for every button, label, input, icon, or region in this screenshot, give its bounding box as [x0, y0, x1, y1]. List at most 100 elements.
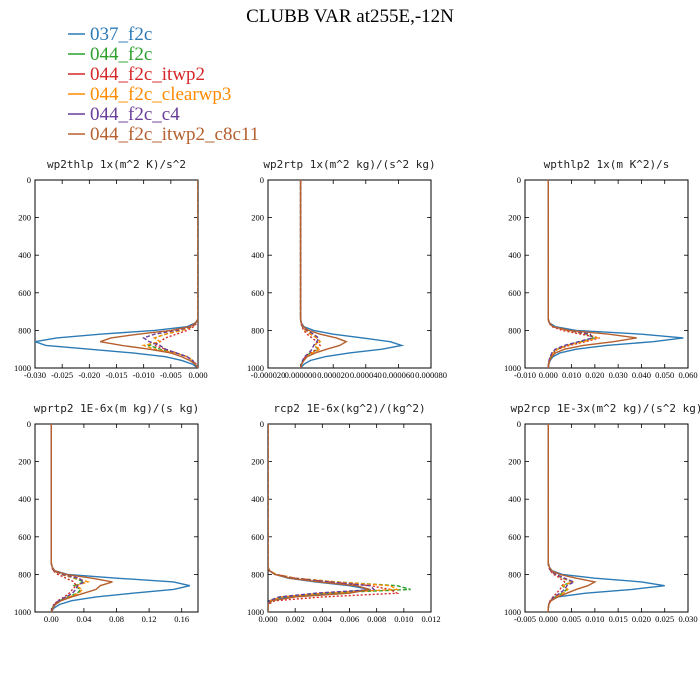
- y-tick-label: 0: [260, 175, 264, 185]
- y-tick-label: 1000: [14, 363, 31, 373]
- x-tick-label: 0.08: [109, 614, 124, 624]
- plot-frame: [267, 179, 432, 369]
- plot-frame: [524, 423, 689, 613]
- x-tick-label: 0.12: [142, 614, 157, 624]
- series-line-037_f2c: [299, 180, 405, 368]
- series-line-044_f2c_c4: [50, 424, 86, 612]
- series-line-044_f2c_clearwp3: [547, 424, 575, 612]
- x-tick-label: -0.030: [24, 370, 46, 380]
- y-tick-label: 1000: [247, 607, 264, 617]
- x-tick-label: 0.16: [174, 614, 189, 624]
- x-tick-label: -0.010: [514, 370, 536, 380]
- y-tick-label: 200: [251, 457, 264, 467]
- y-tick-label: 800: [251, 569, 264, 579]
- y-tick-label: 400: [251, 250, 264, 260]
- x-tick-label: 0.015: [609, 614, 628, 624]
- figure-title: CLUBB VAR at255E,-12N: [246, 6, 454, 27]
- y-tick-label: 200: [251, 213, 264, 223]
- series-line-044_f2c_itwp2_c8c11: [547, 424, 597, 612]
- legend-label: 044_f2c_c4: [90, 104, 180, 125]
- x-tick-label: 0.010: [562, 370, 581, 380]
- chart-panel-5: rcp2 1E-6x(kg^2)/(kg^2) 0 200 400 600 800 1000…: [247, 402, 441, 624]
- series-line-044_f2c: [146, 180, 198, 368]
- y-tick-label: 1000: [14, 607, 31, 617]
- x-tick-label: 0.025: [655, 614, 674, 624]
- x-tick-label: 0.002: [286, 614, 305, 624]
- legend: 037_f2c044_f2c044_f2c_itwp2044_f2c_clear…: [68, 24, 259, 145]
- panel-title: wp2thlp 1x(m^2 K)/s^2: [47, 158, 186, 171]
- y-tick-label: 1000: [247, 363, 264, 373]
- x-tick-label: 0.060: [678, 370, 697, 380]
- y-tick-label: 600: [18, 532, 31, 542]
- x-tick-label: 0.030: [678, 614, 697, 624]
- x-tick-label: -0.025: [51, 370, 73, 380]
- y-tick-label: 800: [18, 569, 31, 579]
- x-tick-label: 0.04: [76, 614, 92, 624]
- x-tick-label: 0.050: [655, 370, 674, 380]
- y-tick-label: 800: [508, 569, 521, 579]
- y-tick-label: 800: [508, 325, 521, 335]
- x-tick-label: 0.000060: [382, 370, 414, 380]
- y-tick-label: 400: [18, 494, 31, 504]
- y-tick-label: 200: [18, 457, 31, 467]
- y-tick-label: 600: [251, 532, 264, 542]
- y-tick-label: 200: [508, 457, 521, 467]
- panel-title: wp2rcp 1E-3x(m^2 kg)/(s^2 kg): [510, 402, 700, 415]
- x-tick-label: 0.012: [421, 614, 440, 624]
- y-tick-label: 400: [508, 250, 521, 260]
- y-tick-label: 600: [251, 288, 264, 298]
- series-line-044_f2c_clearwp3: [141, 180, 198, 368]
- x-tick-label: 0.006: [340, 614, 359, 624]
- x-tick-label: 0.005: [562, 614, 581, 624]
- plot-frame: [524, 179, 689, 369]
- x-tick-label: 0.020: [632, 614, 651, 624]
- series-line-044_f2c_itwp2_c8c11: [99, 180, 198, 368]
- y-tick-label: 600: [508, 288, 521, 298]
- series-line-044_f2c_itwp2: [50, 424, 77, 612]
- x-tick-label: -0.020: [78, 370, 100, 380]
- x-tick-label: 0.000: [539, 614, 558, 624]
- x-tick-label: 0.004: [313, 614, 333, 624]
- x-tick-label: -0.005: [514, 614, 536, 624]
- x-tick-label: 0.020: [585, 370, 604, 380]
- y-tick-label: 400: [18, 250, 31, 260]
- y-tick-label: 400: [508, 494, 521, 504]
- y-tick-label: 0: [517, 419, 521, 429]
- x-tick-label: 0.000: [258, 614, 277, 624]
- series-line-037_f2c: [547, 180, 684, 368]
- y-tick-label: 0: [260, 419, 264, 429]
- y-tick-label: 1000: [504, 607, 521, 617]
- series-line-044_f2c_c4: [547, 424, 576, 612]
- chart-panel-6: wp2rcp 1E-3x(m^2 kg)/(s^2 kg) 0 200 400 600 8…: [504, 402, 700, 624]
- series-line-044_f2c_c4: [142, 180, 198, 368]
- y-tick-label: 800: [18, 325, 31, 335]
- series-line-044_f2c_itwp2_c8c11: [547, 180, 637, 368]
- series-line-044_f2c_itwp2: [547, 424, 566, 612]
- series-line-044_f2c_itwp2_c8c11: [268, 424, 371, 612]
- x-tick-label: 0.000040: [350, 370, 382, 380]
- y-tick-label: 600: [508, 532, 521, 542]
- x-tick-label: 0.000: [188, 370, 207, 380]
- y-tick-label: 0: [517, 175, 521, 185]
- chart-panel-2: wp2rtp 1x(m^2 kg)/(s^2 kg) 0 200 400 600 800 1…: [247, 158, 447, 380]
- plot-frame: [34, 423, 199, 613]
- x-tick-label: 0.010: [585, 614, 604, 624]
- legend-label: 037_f2c: [90, 24, 152, 45]
- x-tick-label: 0.00: [44, 614, 59, 624]
- series-line-044_f2c: [50, 424, 86, 612]
- x-tick-label: -0.010: [133, 370, 155, 380]
- chart-panel-1: wp2thlp 1x(m^2 K)/s^202004006008001000-0…: [14, 158, 208, 380]
- y-tick-label: 200: [508, 213, 521, 223]
- legend-label: 044_f2c_itwp2: [90, 64, 205, 85]
- series-line-044_f2c_itwp2_c8c11: [50, 424, 113, 612]
- panel-title: wpthlp2 1x(m K^2)/s: [544, 158, 670, 171]
- x-tick-label: 0.030: [609, 370, 628, 380]
- legend-label: 044_f2c_clearwp3: [90, 84, 231, 105]
- y-tick-label: 200: [18, 213, 31, 223]
- series-line-044_f2c_itwp2: [152, 180, 198, 368]
- chart-panel-4: wprtp2 1E-6x(m kg)/(s kg)0 200 400 600 800 10…: [14, 402, 199, 624]
- y-tick-label: 0: [27, 419, 31, 429]
- x-tick-label: -0.000020: [251, 370, 286, 380]
- y-tick-label: 1000: [504, 363, 521, 373]
